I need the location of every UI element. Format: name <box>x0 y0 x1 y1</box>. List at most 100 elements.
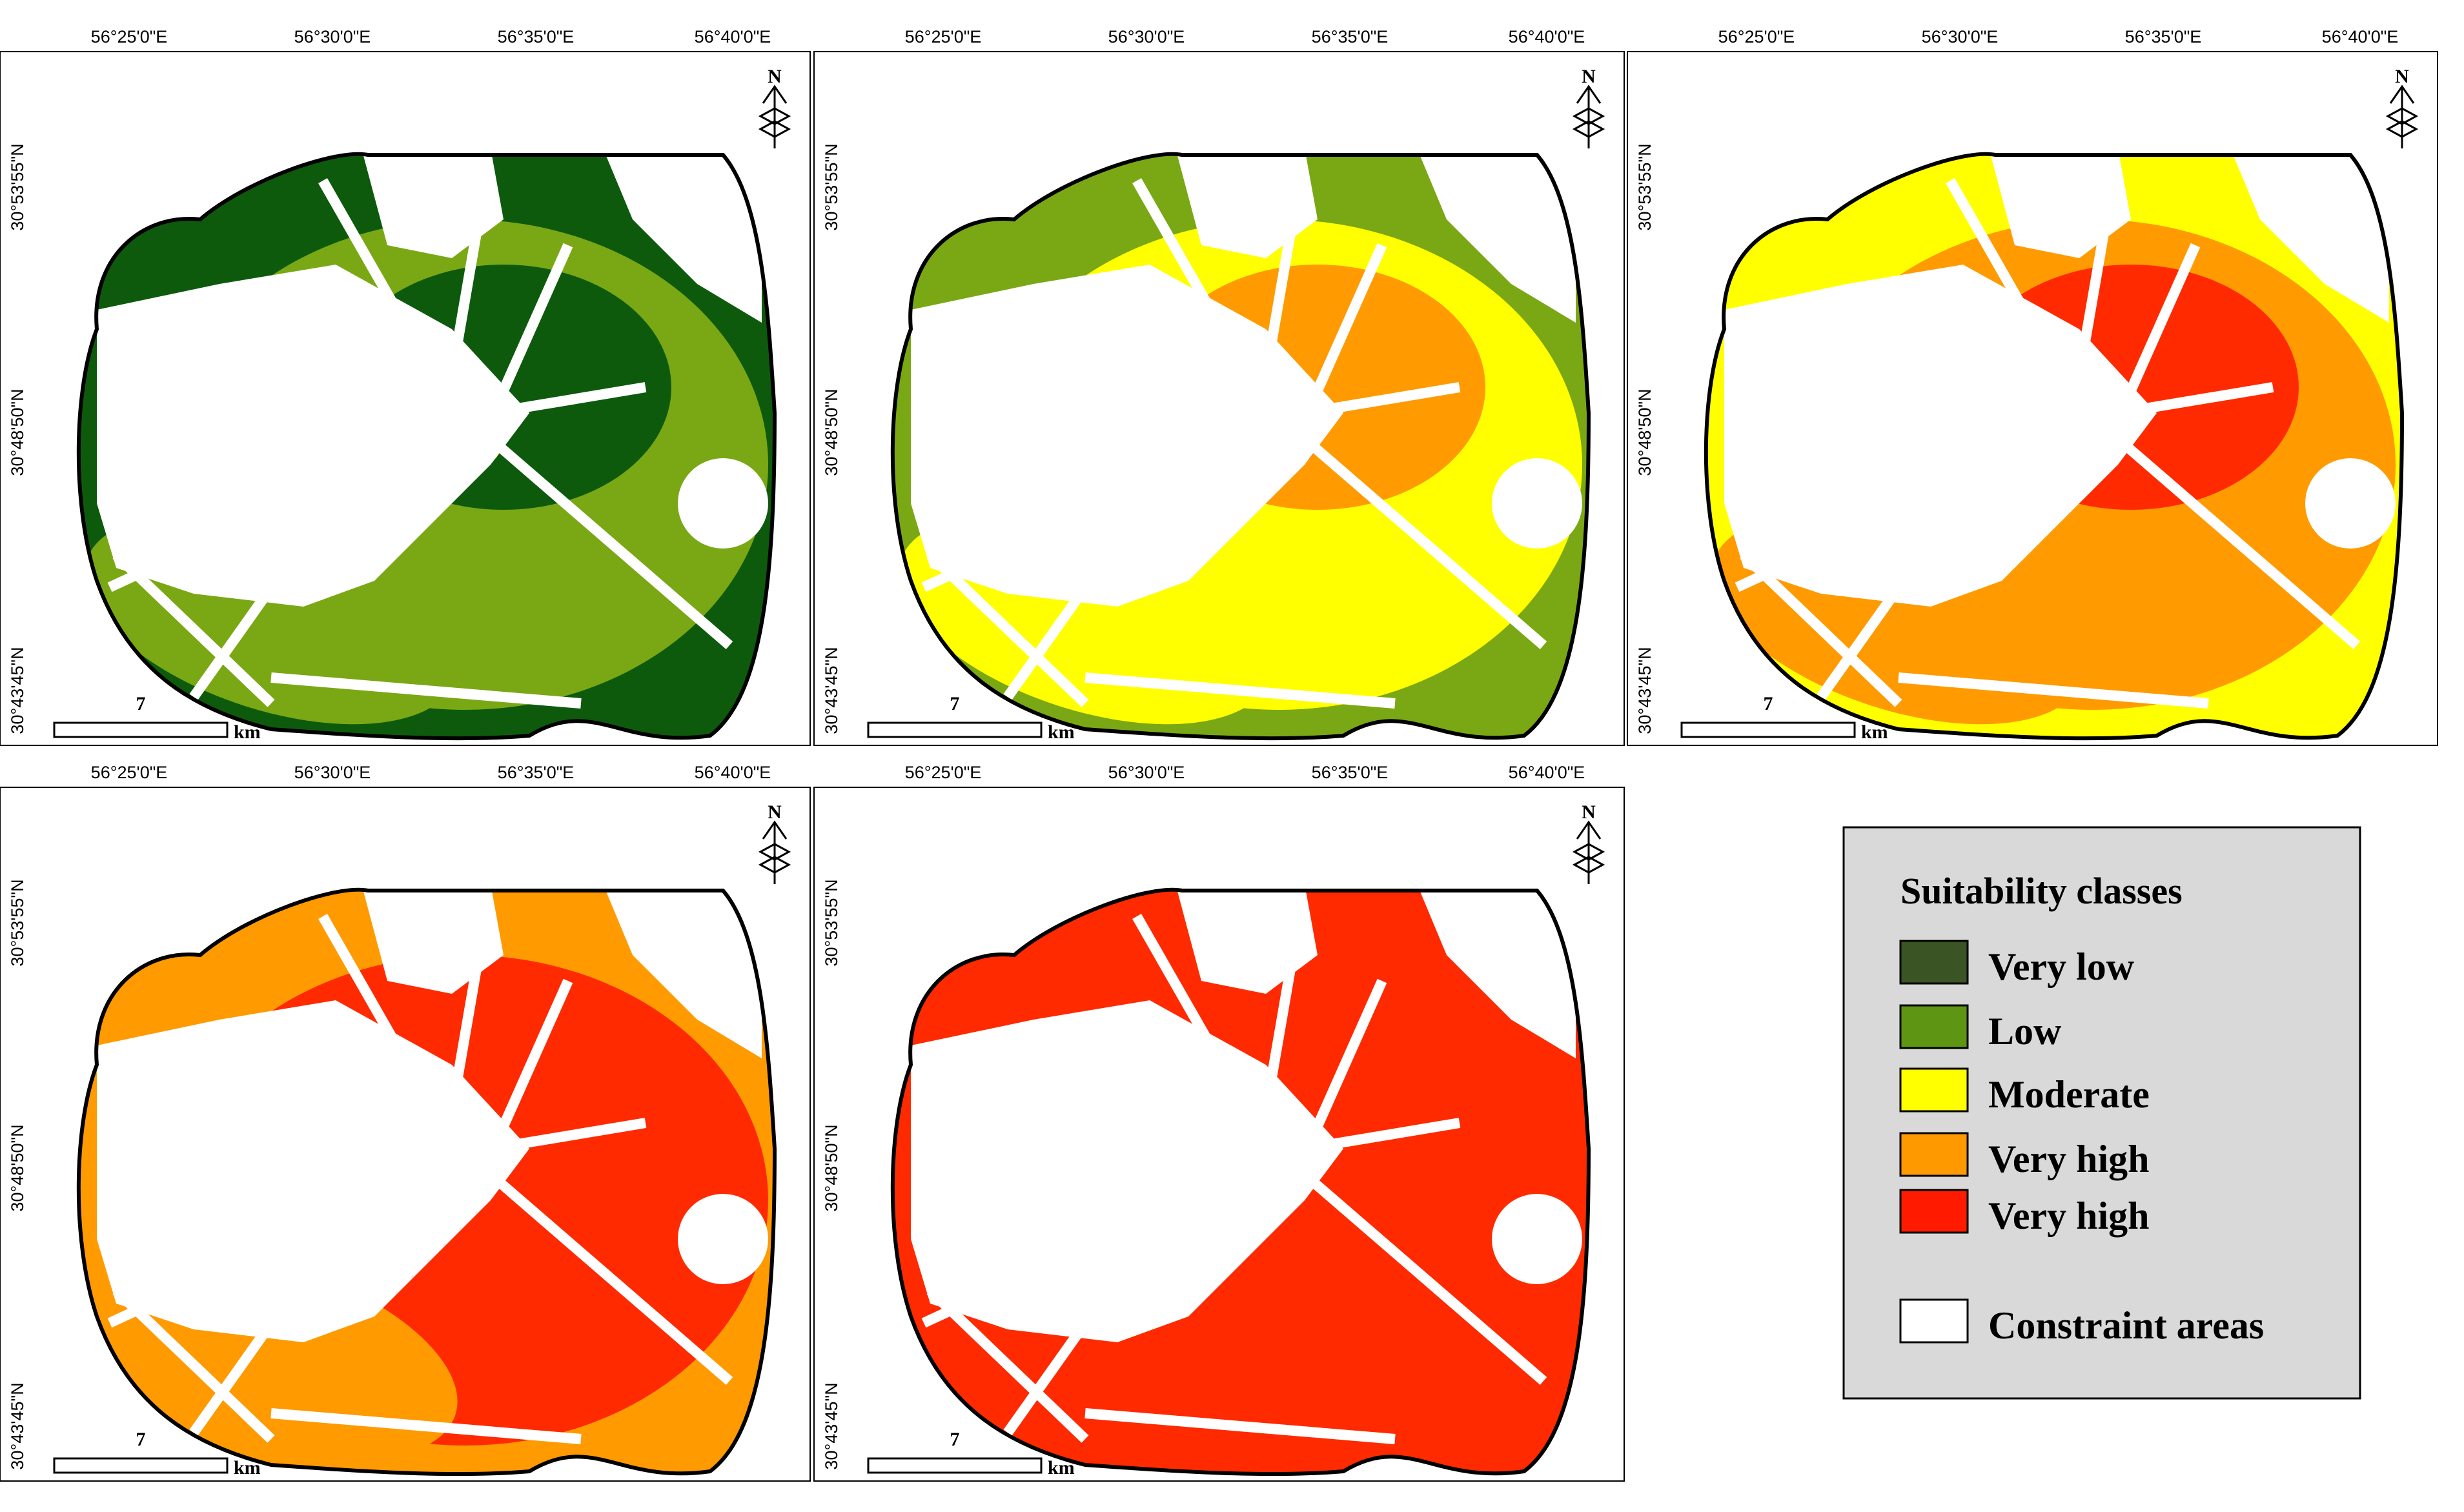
longitude-label: 56°35'0"E <box>498 763 575 782</box>
road <box>1299 243 1387 422</box>
scale-unit: km <box>1048 1457 1075 1478</box>
legend-label: Very high <box>1988 1194 2150 1237</box>
road <box>485 978 573 1158</box>
constraint-north <box>361 889 504 994</box>
constraint-areas <box>911 154 1582 709</box>
road <box>926 1287 1089 1443</box>
scale-bar-rect <box>53 721 229 738</box>
longitude-label: 56°30'0"E <box>294 27 371 46</box>
road <box>1301 1170 1547 1386</box>
north-arrow-icon: N <box>758 66 791 148</box>
scale-bar-rect <box>1680 721 1856 738</box>
north-label: N <box>2395 66 2409 87</box>
study-area-boundary <box>890 152 1591 741</box>
scale-value: 7 <box>136 1429 146 1450</box>
latitude-label: 30°43'45"N <box>8 1382 27 1469</box>
longitude-label: 56°40'0"E <box>1509 763 1585 782</box>
legend-label: Very high <box>1988 1138 2150 1180</box>
constraint-northeast <box>600 889 762 1058</box>
road <box>2117 382 2274 418</box>
longitude-label: 56°35'0"E <box>1312 763 1389 782</box>
map-4: 56°25'0"E 56°30'0"E 56°35'0"E 56°40'0"E 30°5… <box>0 763 811 1482</box>
north-label: N <box>768 66 782 87</box>
constraint-north <box>361 154 504 258</box>
legend-label: Very low <box>1988 945 2135 988</box>
longitude-label: 56°30'0"E <box>1108 763 1185 782</box>
latitude-label: 30°53'55"N <box>822 143 841 230</box>
road <box>489 382 647 418</box>
north-label: N <box>1582 66 1596 87</box>
study-area-boundary <box>76 887 777 1477</box>
road <box>487 1170 733 1386</box>
latitude-label: 30°43'45"N <box>8 647 27 734</box>
road <box>1303 1118 1461 1154</box>
constraint-east <box>678 458 768 549</box>
constraint-areas <box>97 154 768 709</box>
scale-bar: 7 km <box>867 1429 1075 1478</box>
road <box>1301 434 1547 650</box>
longitude-label: 56°30'0"E <box>1108 27 1185 46</box>
latitude-label: 30°53'55"N <box>1635 143 1655 230</box>
road <box>270 672 582 709</box>
longitude-label: 56°30'0"E <box>294 763 371 782</box>
constraint-northeast <box>600 154 762 323</box>
latitude-label: 30°43'45"N <box>822 647 841 734</box>
legend-label: Constraint areas <box>1988 1304 2264 1347</box>
constraint-northeast <box>2228 154 2389 323</box>
road <box>1740 551 1902 707</box>
map-1: 56°25'0"E 56°30'0"E 56°35'0"E 56°40'0"E 30°5… <box>0 27 811 746</box>
latitude-label: 30°48'50"N <box>8 1124 27 1211</box>
scale-bar-rect <box>53 1457 229 1474</box>
road <box>2113 243 2201 422</box>
scale-unit: km <box>1048 721 1075 743</box>
longitude-label: 56°25'0"E <box>1718 27 1795 46</box>
constraint-north <box>1989 154 2131 258</box>
road <box>1003 539 1122 700</box>
road <box>1084 672 1396 709</box>
legend-label: Low <box>1988 1010 2062 1053</box>
longitude-label: 56°40'0"E <box>2322 27 2399 46</box>
longitude-label: 56°35'0"E <box>498 27 575 46</box>
constraint-east <box>1492 458 1582 549</box>
north-arrow-icon: N <box>1572 801 1605 884</box>
constraint-east <box>1492 1194 1582 1284</box>
road <box>189 1275 308 1436</box>
latitude-label: 30°48'50"N <box>822 388 841 476</box>
road <box>1132 914 1296 1190</box>
road <box>1303 382 1461 418</box>
road <box>2114 434 2361 650</box>
road <box>112 1287 275 1443</box>
road <box>926 551 1089 707</box>
legend-title: Suitability classes <box>1900 870 2183 912</box>
constraint-east <box>2305 458 2396 549</box>
constraint-areas <box>97 889 768 1444</box>
legend-swatch <box>1899 1067 1969 1113</box>
constraint-east <box>678 1194 768 1284</box>
north-label: N <box>1582 801 1596 823</box>
road <box>318 178 482 454</box>
study-area-boundary <box>890 887 1591 1477</box>
study-area-boundary <box>1704 152 2405 741</box>
constraint-northeast <box>1414 154 1576 323</box>
longitude-label: 56°30'0"E <box>1922 27 1999 46</box>
road <box>1898 672 2209 709</box>
north-label: N <box>768 801 782 823</box>
road <box>318 914 482 1190</box>
scale-bar-rect <box>867 1457 1043 1474</box>
latitude-label: 30°48'50"N <box>1635 388 1655 476</box>
latitude-label: 30°53'55"N <box>8 143 27 230</box>
latitude-label: 30°53'55"N <box>822 879 841 966</box>
road <box>270 1408 582 1444</box>
road <box>1254 225 1297 414</box>
scale-value: 7 <box>1764 693 1773 714</box>
legend-swatch <box>1899 940 1969 985</box>
road <box>1817 539 1935 700</box>
longitude-label: 56°25'0"E <box>91 763 168 782</box>
road <box>1299 978 1387 1158</box>
legend-swatch <box>1899 1189 1969 1234</box>
map-5: 56°25'0"E 56°30'0"E 56°35'0"E 56°40'0"E 30°5… <box>813 763 1625 1482</box>
road <box>487 434 733 650</box>
longitude-label: 56°25'0"E <box>91 27 168 46</box>
scale-bar: 7 km <box>1680 693 1888 743</box>
